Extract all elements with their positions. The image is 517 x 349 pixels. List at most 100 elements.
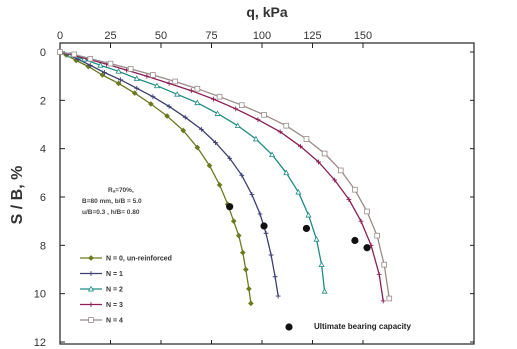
legend-label: N = 2	[106, 287, 123, 294]
ultimate-legend-dot	[285, 323, 293, 331]
data-point	[332, 177, 338, 183]
data-point	[88, 302, 94, 307]
data-point	[216, 182, 223, 188]
legend-label: N = 0, un-reinforced	[106, 256, 172, 263]
data-point	[131, 90, 138, 96]
data-point	[257, 211, 263, 217]
x-tick-label: 100	[253, 30, 271, 42]
x-tick-label: 150	[354, 30, 372, 42]
data-point	[380, 298, 386, 304]
data-point	[188, 88, 194, 94]
series-line	[59, 51, 252, 304]
legend-label: N = 3	[106, 302, 123, 309]
data-point	[239, 249, 246, 256]
data-point	[127, 66, 134, 72]
y-tick-label: 4	[40, 144, 46, 156]
data-point	[246, 286, 252, 292]
data-point	[97, 62, 104, 68]
data-point	[150, 72, 156, 78]
data-point	[283, 169, 290, 176]
data-point	[376, 271, 382, 277]
data-point	[194, 85, 201, 92]
data-point	[57, 49, 63, 55]
annotation-line-1: Rₐ=70%,	[108, 187, 134, 194]
x-tick-label: 75	[205, 30, 217, 42]
data-point	[213, 140, 218, 146]
data-point	[88, 317, 94, 323]
data-point	[255, 117, 261, 123]
data-point	[199, 126, 204, 132]
data-point	[87, 285, 95, 292]
y-tick-label: 0	[40, 47, 46, 59]
x-tick-label: 50	[155, 30, 167, 42]
ultimate-point	[226, 203, 234, 211]
data-point	[107, 60, 114, 67]
series-4	[57, 49, 393, 302]
data-point	[194, 144, 201, 151]
legend-label: N = 1	[106, 271, 123, 278]
ultimate-bearing-capacity-label: Ultimate bearing capacity	[314, 322, 411, 331]
y-tick-label: 6	[40, 192, 46, 204]
data-point	[211, 96, 216, 102]
data-point	[295, 188, 302, 195]
y-tick-label: 8	[40, 240, 46, 252]
data-point	[261, 112, 267, 118]
data-point	[297, 143, 303, 149]
ultimate-point	[260, 222, 268, 230]
parameter-annotation: Rₐ=70%, B=80 mm, b/B = 5.0 u/B=0.3 , h/B…	[82, 187, 142, 216]
data-point	[230, 218, 237, 224]
annotation-line-3: u/B=0.3 , h/B= 0.80	[82, 209, 140, 216]
data-point	[316, 159, 321, 165]
ultimate-point	[363, 244, 371, 252]
data-point	[318, 261, 325, 267]
legend-label: N = 4	[106, 318, 123, 325]
data-point	[243, 266, 249, 273]
data-point	[238, 102, 245, 108]
data-point	[381, 261, 388, 268]
data-point	[115, 80, 122, 87]
x-tick-label: 0	[57, 30, 63, 42]
data-point	[275, 293, 281, 299]
data-point	[133, 75, 140, 81]
y-tick-label: 10	[34, 289, 46, 301]
data-point	[283, 122, 290, 129]
data-point	[248, 300, 254, 307]
legend: N = 0, un-reinforced N = 1 N = 2 N = 3 N = 4	[80, 255, 172, 325]
data-point	[87, 55, 94, 62]
data-point	[118, 77, 123, 83]
data-point	[216, 93, 223, 100]
ultimate-point	[302, 224, 311, 233]
data-point	[206, 162, 213, 169]
data-point	[364, 208, 370, 215]
data-point	[386, 295, 393, 302]
data-point	[214, 110, 221, 116]
data-point	[321, 150, 328, 157]
data-point	[87, 62, 93, 68]
series-line	[59, 51, 390, 299]
data-point	[252, 135, 260, 142]
data-point	[166, 81, 172, 86]
series-layer	[56, 48, 393, 307]
data-point	[352, 186, 358, 193]
data-point	[148, 101, 154, 107]
data-point	[71, 51, 77, 58]
data-point	[227, 155, 233, 161]
data-point	[346, 197, 352, 202]
x-tick-label: 125	[303, 30, 321, 42]
data-point	[115, 68, 122, 74]
data-point	[166, 103, 172, 109]
data-point	[174, 91, 181, 97]
data-point	[272, 274, 278, 280]
data-point	[172, 78, 178, 85]
data-point	[263, 230, 269, 236]
data-point	[88, 255, 94, 261]
data-point	[235, 232, 242, 239]
data-point	[182, 114, 188, 120]
data-point	[303, 136, 310, 142]
data-point	[180, 127, 187, 134]
x-tick-label: 25	[104, 30, 116, 42]
data-point	[102, 70, 107, 75]
series-line	[59, 51, 279, 297]
data-point	[321, 288, 328, 294]
